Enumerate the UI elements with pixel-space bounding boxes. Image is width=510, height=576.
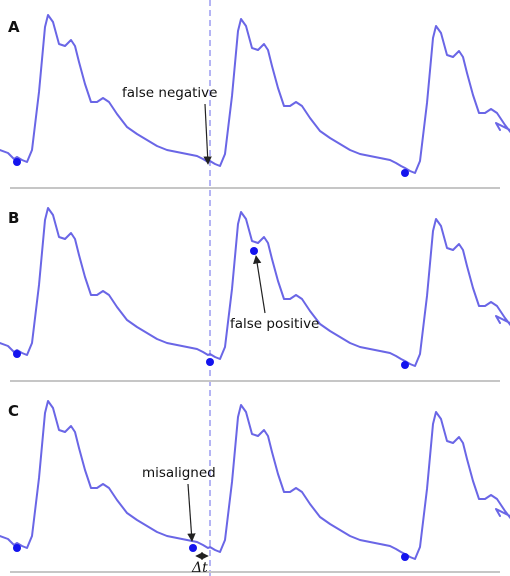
false-negative-arrow [203,103,212,165]
panel-b-detection-marker-1 [13,350,21,358]
panel-b-waveform [0,207,510,367]
delta-t-label: Δt [191,560,208,576]
panel-b-false-positive-marker [250,247,258,255]
misaligned-label: misaligned [142,465,216,481]
panel-c-detection-marker-1 [13,544,21,552]
panel-c-waveform [0,400,510,560]
panel-b-detection-marker-2 [206,358,214,366]
panel-b: B false positive [0,207,510,382]
panel-b-detection-marker-3 [401,361,409,369]
false-negative-label: false negative [122,85,217,101]
panel-letter-b: B [8,209,19,227]
false-positive-arrow [253,255,266,314]
panel-a-detection-marker-2 [401,169,409,177]
misaligned-arrow [187,483,196,542]
panel-letter-c: C [8,402,19,420]
panel-c: C misaligned Δt [0,400,510,576]
panel-a-waveform [0,14,510,174]
panel-c-detection-marker-3 [401,553,409,561]
panel-a-detection-marker-1 [13,158,21,166]
false-positive-label: false positive [230,316,319,332]
panel-a: A false negative [0,14,510,189]
panel-letter-a: A [8,18,20,36]
panel-c-misaligned-marker [189,544,197,552]
